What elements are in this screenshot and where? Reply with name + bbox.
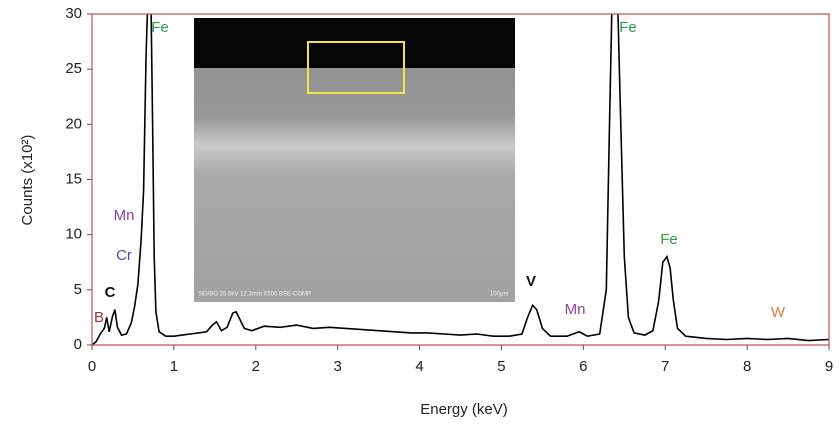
element-label: Fe [619, 19, 637, 36]
inset-caption: SEI/BO 25.5kV 12.3mm X500 BSE-COMP [198, 292, 311, 298]
y-tick-label: 15 [65, 170, 82, 187]
element-label: C [105, 284, 116, 301]
element-label: B [94, 309, 104, 326]
element-label: Fe [151, 19, 169, 36]
y-tick-label: 10 [65, 226, 82, 243]
x-tick-label: 2 [252, 358, 260, 375]
x-tick-label: 5 [497, 358, 505, 375]
element-label: Cr [116, 247, 132, 264]
element-label: Fe [660, 231, 678, 248]
y-tick-label: 25 [65, 60, 82, 77]
x-tick-label: 3 [333, 358, 341, 375]
x-tick-label: 8 [743, 358, 751, 375]
element-label: V [526, 273, 536, 290]
inset-scale-bar: 100μm [490, 292, 508, 298]
element-label: W [771, 304, 786, 321]
y-tick-label: 0 [74, 336, 82, 353]
y-tick-label: 20 [65, 115, 82, 132]
element-label: Mn [114, 207, 135, 224]
element-label: Mn [565, 301, 586, 318]
x-tick-label: 1 [170, 358, 178, 375]
x-tick-label: 6 [579, 358, 587, 375]
y-axis-label: Counts (x10²) [19, 135, 36, 226]
x-tick-label: 9 [825, 358, 833, 375]
sem-inset: SEI/BO 25.5kV 12.3mm X500 BSE-COMP 100μm [194, 18, 515, 302]
x-tick-label: 7 [661, 358, 669, 375]
y-tick-label: 5 [74, 281, 82, 298]
x-tick-label: 4 [415, 358, 423, 375]
x-axis-label: Energy (keV) [420, 401, 508, 418]
chart: Energy (keV) Counts (x10²) 0510152025300… [0, 0, 839, 426]
y-tick-label: 30 [65, 5, 82, 22]
x-tick-label: 0 [88, 358, 96, 375]
